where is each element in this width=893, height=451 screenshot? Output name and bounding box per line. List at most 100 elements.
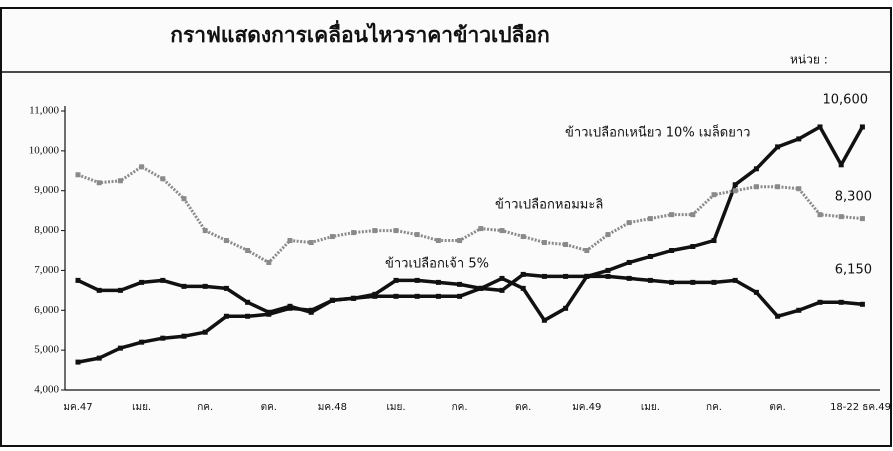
series-point (626, 220, 632, 226)
series-point (605, 232, 611, 238)
series-point (732, 277, 738, 283)
y-tick-label: 6,000 (34, 304, 59, 316)
series-point (647, 216, 653, 222)
end-label: 6,150 (835, 263, 872, 278)
series-point (266, 259, 272, 265)
series-point (160, 176, 166, 182)
series-point (711, 238, 717, 244)
series-point (287, 303, 293, 309)
series-point (96, 180, 102, 186)
series-point (584, 248, 590, 253)
series-point (753, 166, 759, 172)
series-point (838, 299, 844, 305)
series-point (75, 172, 81, 178)
series-point (372, 228, 378, 234)
series-point (329, 297, 335, 303)
x-tick-label: มค.48 (318, 402, 347, 413)
series-point (499, 275, 505, 281)
y-tick-label: 11,000 (29, 105, 59, 117)
y-tick-label: 7,000 (34, 264, 59, 276)
series-point (647, 253, 653, 259)
x-tick-label: กค. (706, 402, 722, 413)
series-point (478, 285, 484, 291)
series-point (563, 242, 569, 248)
series-point (372, 291, 378, 297)
series-point (457, 238, 463, 244)
series-point (351, 295, 357, 301)
series-label: ข้าวเปลือกเหนียว 10% เมล็ดยาว (565, 123, 750, 141)
unit-label: หน่วย : (790, 53, 828, 67)
series-point (541, 317, 547, 323)
x-tick-label: เมย. (132, 402, 151, 413)
series-point (520, 234, 526, 240)
series-point (499, 228, 505, 234)
series-point (96, 355, 102, 361)
x-tick-label: เมย. (386, 402, 405, 413)
series-point (457, 293, 463, 299)
series-point (626, 259, 632, 265)
x-tick-label: มค.49 (572, 402, 601, 413)
series-point (478, 226, 484, 232)
x-tick-label: ตค. (515, 402, 531, 413)
series-point (711, 192, 717, 198)
series-point (605, 267, 611, 273)
series-point (796, 136, 802, 142)
series-point (181, 333, 187, 339)
series-point (435, 238, 441, 244)
series-point (117, 345, 123, 351)
series-point (414, 232, 420, 238)
series-point (796, 186, 802, 192)
series-point (160, 277, 166, 283)
series-point (414, 293, 420, 299)
series-line (77, 272, 863, 319)
series-point (160, 335, 166, 341)
series-point (838, 162, 844, 168)
series-point (245, 299, 251, 305)
series-point (245, 248, 251, 253)
x-tick-label: 18-22 ธค.49 (830, 402, 891, 413)
series-point (817, 212, 823, 218)
series-point (435, 279, 441, 285)
series-point (202, 329, 208, 335)
series-point (775, 313, 781, 319)
series-point (647, 277, 653, 283)
series-point (139, 164, 145, 170)
series-point (563, 305, 569, 311)
series-point (266, 309, 272, 315)
x-tick-label: เมย. (641, 402, 660, 413)
series-point (775, 144, 781, 150)
series-point (859, 124, 865, 130)
series-point (139, 339, 145, 345)
series-point (541, 240, 547, 246)
series-point (838, 214, 844, 220)
series-point (690, 279, 696, 285)
series-point (287, 238, 293, 244)
y-tick-label: 9,000 (34, 184, 59, 196)
series-point (351, 230, 357, 236)
series-point (75, 277, 81, 283)
series-point (435, 293, 441, 299)
series-point (75, 359, 81, 365)
series-point (753, 184, 759, 190)
end-label: 8,300 (835, 190, 872, 205)
series-point (796, 307, 802, 313)
series-point (520, 285, 526, 291)
series-point (669, 279, 675, 285)
series-point (859, 216, 865, 222)
y-tick-label: 8,000 (34, 224, 59, 236)
series-point (753, 289, 759, 295)
series-point (669, 248, 675, 253)
series-point (775, 184, 781, 190)
series-point (117, 178, 123, 184)
series-point (393, 228, 399, 234)
series-point (711, 279, 717, 285)
series-point (669, 212, 675, 218)
x-tick-label: กค. (197, 402, 213, 413)
y-tick-label: 10,000 (29, 144, 60, 156)
series-point (690, 244, 696, 250)
series-point (859, 301, 865, 307)
chart-title: กราฟแสดงการเคลื่อนไหวราคาข้าวเปลือก (170, 19, 550, 47)
series-point (96, 287, 102, 293)
x-tick-label: ตค. (261, 402, 277, 413)
